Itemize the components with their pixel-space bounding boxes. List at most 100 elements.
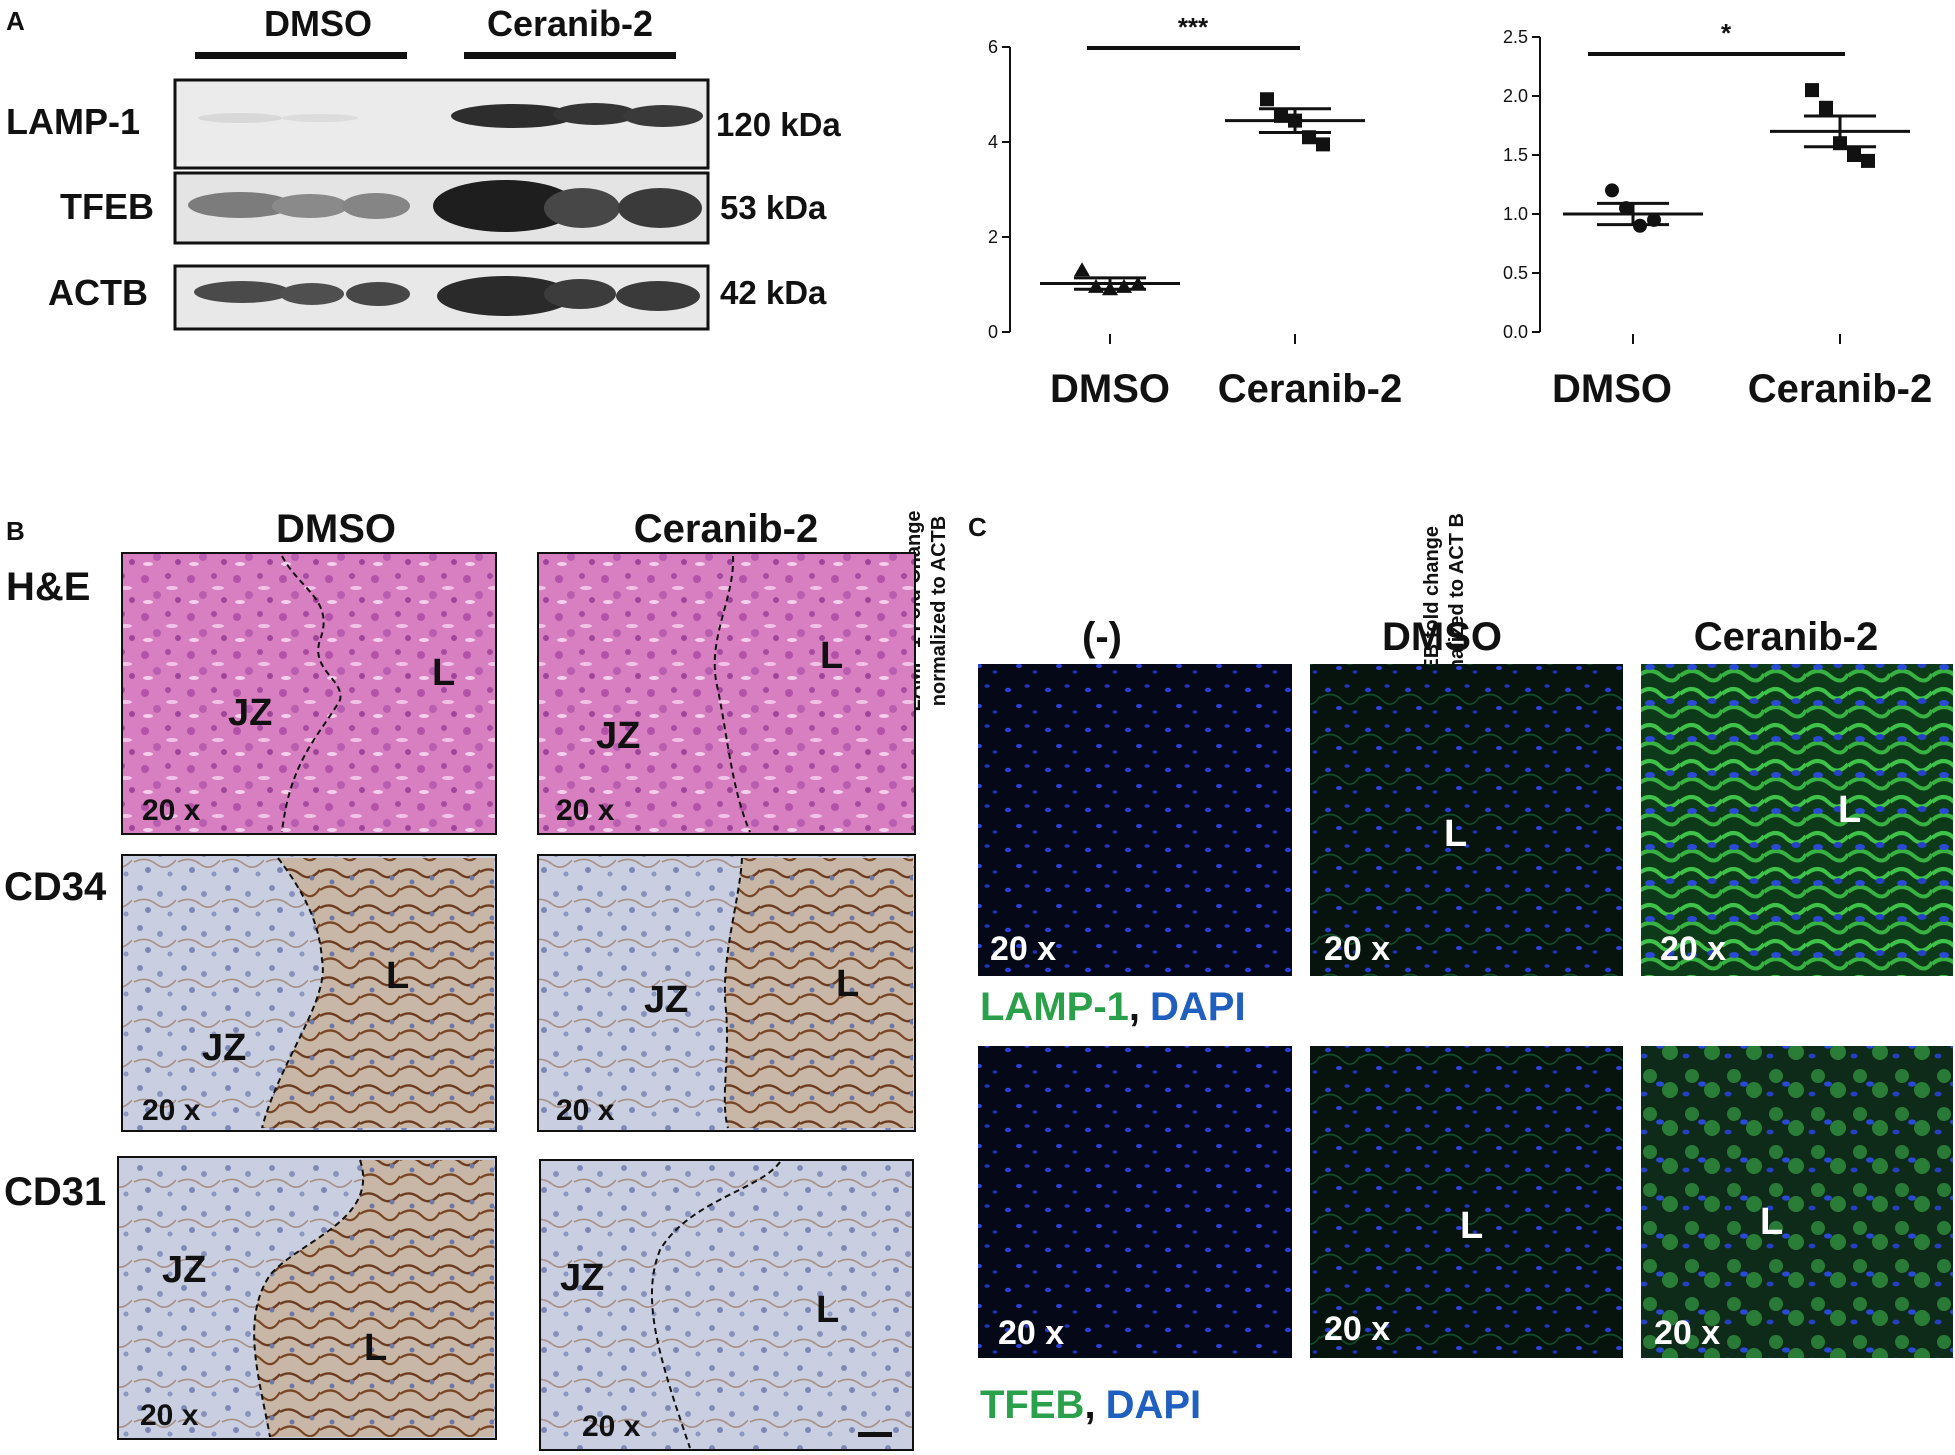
chart2-significance: *: [1721, 18, 1732, 48]
data-point: [1619, 201, 1633, 216]
blot-row-label-actb: ACTB: [48, 272, 148, 313]
chart1-xlabel-dmso: DMSO: [1050, 367, 1170, 411]
blot-band: [198, 113, 282, 123]
magnification: 20 x: [556, 794, 615, 827]
image-lamp1-neg: 20 x: [978, 664, 1292, 976]
data-point: [1074, 262, 1090, 277]
label-jz: JZ: [644, 979, 688, 1021]
chart1-y-ticks: 0 2 4 6: [988, 37, 1010, 342]
y-tick-label: 1.5: [1503, 145, 1528, 165]
y-tick-label: 0.5: [1503, 263, 1528, 283]
chart2-xlabel-dmso: DMSO: [1552, 367, 1672, 411]
blot-band: [433, 180, 577, 232]
blot-band: [194, 281, 290, 303]
chart2-y-ticks: 0.0 0.5 1.0 1.5 2.0 2.5: [1503, 27, 1540, 342]
y-tick-label: 2.5: [1503, 27, 1528, 47]
blot-band: [280, 283, 344, 305]
legend-dapi: DAPI: [1150, 985, 1246, 1029]
data-point: [1633, 218, 1647, 233]
blot-band: [616, 281, 700, 311]
data-point: [1605, 183, 1619, 198]
image-cd34-dmso: JZ L 20 x: [121, 854, 497, 1132]
blot-band: [342, 193, 410, 219]
image-cd31-dmso: JZ L 20 x: [117, 1156, 497, 1440]
data-point: [1647, 212, 1661, 227]
chart-lamp1: LAMP-1 Fold Change normalized to ACTB 02…: [903, 12, 1402, 712]
chart2-x-ticks: [1632, 334, 1841, 344]
image-lamp1-ceranib: L 20 x: [1641, 664, 1953, 976]
chart1-significance: ***: [1178, 12, 1209, 42]
scale-bar: [858, 1432, 892, 1437]
data-point: [1302, 130, 1316, 145]
histology-row-he: H&E: [6, 565, 90, 609]
chart2-ylabel-line1: TFEB fold change: [1421, 526, 1443, 696]
panel-b-letter: B: [6, 516, 25, 546]
image-tfeb-dmso: L 20 x: [1310, 1046, 1623, 1358]
image-lamp1-dmso: L 20 x: [1310, 664, 1623, 976]
blot-group-dmso: DMSO: [264, 3, 372, 44]
panel-c-letter: C: [968, 512, 987, 542]
chart1-xlabel-ceranib: Ceranib-2: [1218, 367, 1403, 411]
label-l: L: [1444, 813, 1467, 855]
y-tick-label: 1.0: [1503, 204, 1528, 224]
label-jz: JZ: [228, 692, 272, 734]
fluor-legend-2: TFEB, DAPI: [980, 1383, 1201, 1427]
data-point: [1102, 281, 1118, 296]
blot-band: [188, 192, 292, 218]
y-tick-label: 0: [988, 322, 998, 342]
blot-band: [437, 276, 573, 316]
blot-group-bar-dmso: [195, 52, 407, 59]
fluor-col-neg: (-): [1082, 615, 1122, 659]
histology-row-cd34: CD34: [4, 865, 107, 909]
data-point: [1861, 153, 1875, 168]
magnification: 20 x: [582, 1410, 641, 1443]
blot-band: [623, 105, 703, 127]
label-l: L: [820, 635, 843, 677]
blot-row-label-tfeb: TFEB: [60, 186, 154, 227]
y-tick-label: 6: [988, 37, 998, 57]
chart1-ylabel-line2: normalized to ACTB: [928, 516, 950, 706]
legend-dapi: DAPI: [1106, 1383, 1202, 1427]
label-jz: JZ: [596, 715, 640, 757]
legend-separator: ,: [1129, 985, 1140, 1029]
magnification: 20 x: [1324, 1310, 1390, 1348]
fluor-col-dmso: DMSO: [1382, 615, 1502, 659]
magnification: 20 x: [1654, 1314, 1720, 1352]
panel-a-letter: A: [6, 6, 25, 36]
magnification: 20 x: [140, 1399, 199, 1432]
data-point: [1805, 83, 1819, 98]
label-jz: JZ: [560, 1257, 604, 1299]
blot-band: [544, 279, 616, 309]
image-he-ceranib: JZ L 20 x: [537, 552, 916, 835]
data-point: [1274, 108, 1288, 123]
data-point: [1833, 136, 1847, 151]
blot-strip-lamp1: [173, 78, 710, 170]
image-he-dmso: JZ L 20 x: [121, 552, 497, 835]
legend-marker-lamp1: LAMP-1: [980, 985, 1129, 1029]
label-l: L: [1838, 789, 1861, 831]
magnification: 20 x: [142, 794, 201, 827]
blot-band: [282, 114, 358, 122]
blot-band: [544, 188, 620, 228]
label-jz: JZ: [202, 1027, 246, 1069]
blot-band: [346, 282, 410, 306]
y-tick-label: 2: [988, 227, 998, 247]
blot-size-lamp1: 120 kDa: [716, 106, 841, 143]
western-blot: DMSO Ceranib-2 LAMP-1 TFEB ACTB 120 kDa: [6, 3, 841, 331]
legend-separator: ,: [1084, 1383, 1095, 1427]
data-point: [1288, 113, 1302, 128]
magnification: 20 x: [142, 1094, 201, 1127]
image-tfeb-ceranib: L 20 x: [1641, 1046, 1953, 1358]
chart2-ylabel-line2: normalized to ACT B: [1446, 513, 1468, 709]
blot-band: [272, 194, 348, 218]
blot-band: [451, 104, 575, 128]
label-l: L: [836, 963, 859, 1005]
data-point: [1116, 278, 1132, 293]
label-l: L: [432, 652, 455, 694]
image-cd34-ceranib: JZ L 20 x: [537, 854, 916, 1132]
chart1-x-ticks: [1109, 334, 1296, 344]
blot-size-tfeb: 53 kDa: [720, 189, 827, 226]
image-cd31-ceranib: JZ L 20 x: [539, 1159, 914, 1451]
fluor-legend-1: LAMP-1, DAPI: [980, 985, 1246, 1029]
